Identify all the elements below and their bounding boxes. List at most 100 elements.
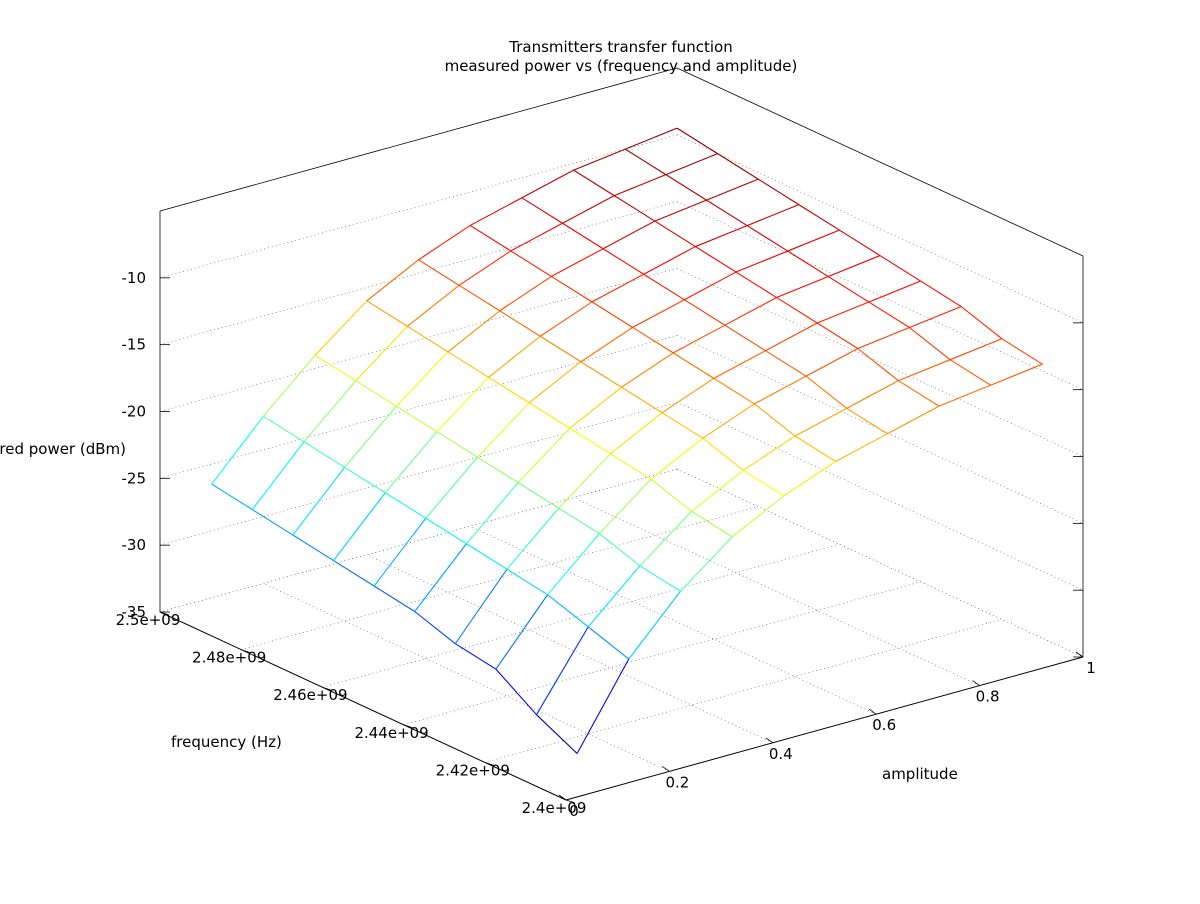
surface-segment [469,224,512,252]
surface-segment [558,453,611,509]
surface-segment [407,325,449,353]
surface-segment [621,352,674,388]
surface-segment [857,348,899,382]
surface-segment [787,229,840,252]
surface-segment [396,405,438,433]
box-edge-front-amplitude [565,656,1084,801]
surface-segment [676,127,718,155]
chart-subtitle: measured power vs (frequency and amplitu… [445,57,798,75]
surface-segment [576,658,630,754]
wall-gridline-left [159,401,678,546]
floor-gridline-frequency [322,543,840,688]
y-tick-label: 2.48e+09 [192,649,266,667]
surface-segment [366,300,408,327]
surface-segment [510,250,552,277]
surface-segment [569,427,611,455]
surface-segment [839,229,881,257]
surface-segment [418,224,471,261]
surface-segment [551,275,593,303]
surface-segment [587,626,630,660]
surface-segment [395,351,449,407]
surface-segment [632,299,685,328]
surface-segment [510,222,563,252]
surface-segment [355,325,408,382]
surface-segment [613,195,656,222]
surface-segment [333,492,386,561]
box-edge-back-right [676,468,1084,658]
surface-segment [879,255,921,282]
surface-segment [672,324,726,354]
surface-segment [610,453,652,480]
surface-segment [414,543,467,612]
surface-segment [691,510,733,538]
surface-segment [314,354,356,382]
surface-segment [488,376,530,404]
surface-segment [384,492,427,519]
surface-segment [314,300,368,356]
surface-segment [355,380,397,407]
surface-segment [702,437,744,471]
surface-segment [262,354,316,417]
surface-segment [373,517,427,587]
surface-segment [724,324,766,352]
surface-segment [702,403,755,439]
surface-segment [458,284,500,312]
surface-segment [639,511,692,567]
surface-segment [868,280,921,303]
surface-segment [695,246,737,273]
ticks: 0 0.2 0.4 0.6 0.8 1 2.4e+09 2.42e+09 2.44e+09 2.4… [116,269,1096,820]
labels: Transmitters transfer function measured … [0,38,958,783]
surface-segment [776,297,818,324]
surface-segment [805,348,859,377]
surface-segment [598,478,652,534]
surface-segment [783,461,836,497]
surface-segment [717,153,759,180]
z-tick-label: -10 [122,269,147,287]
x-tick-label: 0.6 [872,716,896,734]
surface-segment [536,714,578,754]
surface-segment [706,199,748,227]
y-tick-mark [484,762,494,766]
surface-segment [458,250,512,286]
surface-segment [454,568,508,644]
x-tick-label: 0.4 [769,745,793,763]
surface-segment [517,482,559,509]
wall-gridline-left [159,335,678,479]
floor-gridline-amplitude [263,583,670,772]
floor-gridline-amplitude [573,497,980,686]
surface-segment [828,276,870,303]
x-tick-mark [868,708,877,715]
surface-segment [521,169,574,199]
surface-segment [466,543,508,570]
surface-segment [602,248,644,275]
surface-segment [920,280,962,307]
surface-segment [506,507,560,570]
surface-segment [684,271,737,301]
surface-segment [798,204,840,231]
surface-segment [672,352,715,379]
surface-segment [558,507,600,535]
chart-title: Transmitters transfer function [508,38,732,56]
wall-gridline-left [159,268,678,412]
surface-segment [661,377,715,414]
y-tick-label: 2.44e+09 [354,724,428,742]
surface-segment [469,197,523,226]
surface-segment [754,403,796,437]
surface-segment [252,509,294,536]
surface-segment [794,407,847,437]
box-edge-front-frequency [159,611,567,801]
surface-segment [573,148,626,171]
wall-gridline-right [676,268,1084,457]
surface-segment [506,568,548,596]
y-axis-label: frequency (Hz) [171,733,282,751]
x-tick-mark [558,794,567,801]
x-tick-mark [972,680,980,686]
z-tick-label: -30 [122,536,147,554]
surface-segment [650,437,704,480]
surface-segment [794,435,836,462]
surface-segment [211,483,253,511]
surface-segment [816,301,870,324]
surface-segment [517,427,571,484]
surface-segment [846,407,888,435]
